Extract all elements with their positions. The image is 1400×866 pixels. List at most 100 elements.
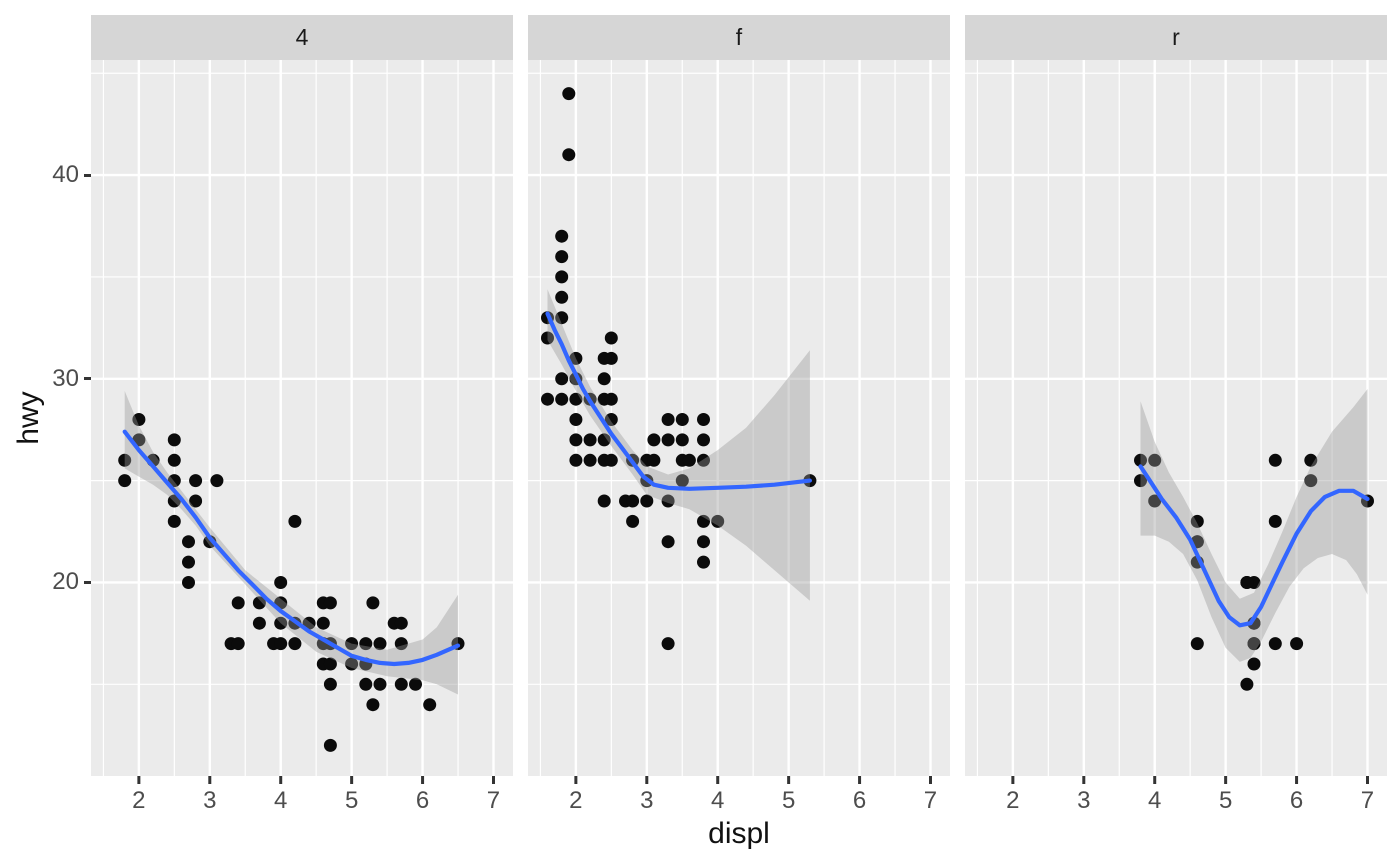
data-point	[359, 637, 373, 651]
data-point	[597, 494, 611, 508]
data-point	[1268, 514, 1282, 528]
data-point	[647, 433, 661, 447]
x-axis-labels-r: 2 3 4 5 6 7	[965, 785, 1387, 815]
data-point	[1134, 474, 1147, 488]
x-tick-label: 2	[569, 787, 583, 814]
data-point	[583, 453, 597, 467]
data-point	[167, 514, 181, 528]
data-point	[1304, 474, 1318, 488]
data-point	[231, 596, 245, 610]
panel-background	[91, 60, 513, 776]
data-point	[132, 413, 146, 426]
data-point	[288, 514, 302, 528]
data-point	[394, 616, 408, 630]
data-point	[626, 494, 640, 508]
data-point	[604, 392, 618, 406]
x-tick-label: 7	[1360, 787, 1375, 814]
data-point	[323, 677, 337, 691]
data-point	[626, 514, 640, 528]
x-tick-label: 2	[132, 787, 146, 814]
smooth-line	[545, 311, 812, 491]
facet-r: r 2 3 4 5 6 7	[965, 15, 1387, 815]
data-point	[210, 474, 224, 488]
data-point	[711, 514, 725, 528]
facet-strip-label: r	[1172, 24, 1180, 50]
data-point	[252, 596, 266, 610]
data-point	[394, 637, 408, 651]
data-point	[1190, 514, 1204, 528]
data-point	[675, 413, 689, 426]
x-tick-label: 3	[1077, 787, 1091, 814]
data-point	[597, 433, 611, 447]
facet-strip-label: f	[735, 24, 743, 50]
data-point	[541, 392, 554, 406]
data-point	[366, 698, 380, 712]
data-point	[182, 555, 195, 569]
data-point	[640, 494, 654, 508]
data-point	[555, 311, 569, 325]
x-tick-label: 7	[923, 787, 938, 814]
x-tick-label: 6	[852, 787, 867, 814]
facet-strip-r: r	[965, 15, 1387, 60]
data-point	[167, 453, 181, 467]
data-point	[323, 657, 337, 671]
data-point	[697, 514, 710, 528]
data-point	[1268, 637, 1282, 651]
x-tick-label: 2	[1006, 787, 1020, 814]
y-tick-mark	[84, 377, 91, 381]
data-point	[661, 413, 675, 426]
x-axis-labels-f: 2 3 4 5 6 7	[528, 785, 950, 815]
x-tick-label: 3	[640, 787, 654, 814]
data-point	[274, 576, 288, 589]
data-point	[373, 637, 387, 651]
data-point	[562, 87, 576, 101]
data-point	[288, 637, 302, 651]
data-point	[1134, 453, 1147, 467]
data-point	[1148, 453, 1162, 467]
data-point	[423, 698, 437, 712]
x-axis-title: displ	[708, 817, 770, 850]
data-point	[323, 596, 337, 610]
data-point	[366, 596, 380, 610]
data-point	[189, 474, 203, 488]
x-tick-label: 4	[711, 787, 725, 814]
data-point	[373, 677, 387, 691]
facet-4: 4 2 3 4 5 6 7	[91, 15, 513, 815]
data-point	[359, 677, 373, 691]
data-point	[274, 637, 288, 651]
data-point	[189, 494, 203, 508]
data-point	[697, 433, 710, 447]
data-point	[697, 535, 710, 549]
data-point	[604, 453, 618, 467]
confidence-ribbon	[547, 289, 810, 601]
x-tick-label: 6	[415, 787, 430, 814]
data-point	[1240, 576, 1254, 589]
data-point	[1247, 637, 1261, 651]
data-point	[274, 616, 288, 630]
data-point	[345, 657, 359, 671]
data-point	[555, 392, 569, 406]
data-point	[302, 616, 316, 630]
data-point	[555, 290, 569, 304]
data-point	[1240, 677, 1254, 691]
data-point	[167, 433, 181, 447]
data-point	[1247, 657, 1261, 671]
data-point	[167, 474, 181, 488]
data-point	[252, 616, 266, 630]
data-point	[569, 453, 583, 467]
panel-background	[965, 60, 1387, 776]
y-tick-label: 30	[52, 364, 79, 392]
data-point	[661, 494, 675, 508]
data-point	[675, 474, 689, 488]
data-point	[562, 148, 576, 162]
data-point	[1304, 453, 1318, 467]
data-point	[1268, 453, 1282, 467]
data-point	[345, 637, 359, 651]
x-tick-label: 5	[1218, 787, 1233, 814]
data-point	[661, 535, 675, 549]
data-point	[1190, 637, 1204, 651]
x-tick-label: 4	[1148, 787, 1162, 814]
data-point	[323, 738, 337, 752]
data-point	[697, 555, 710, 569]
facet-f: f 2 3 4 5 6 7	[528, 15, 950, 815]
